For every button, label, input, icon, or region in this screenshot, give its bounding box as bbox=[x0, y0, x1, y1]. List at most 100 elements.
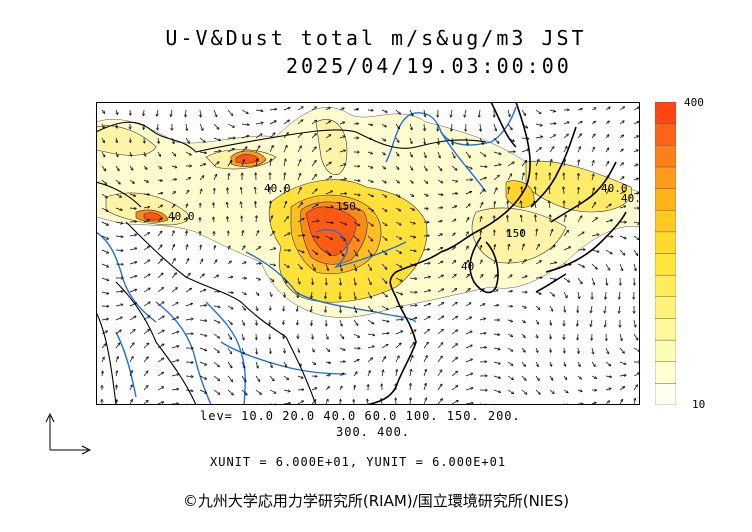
wind-arrow bbox=[633, 385, 637, 391]
wind-arrow bbox=[493, 151, 501, 154]
wind-arrow bbox=[297, 319, 298, 325]
wind-arrow bbox=[521, 347, 525, 352]
wind-arrow bbox=[171, 273, 176, 279]
borders bbox=[96, 121, 487, 405]
wind-arrow bbox=[353, 333, 359, 337]
wind-arrow bbox=[549, 201, 550, 209]
wind-arrow bbox=[312, 333, 313, 339]
wind-arrow bbox=[269, 264, 275, 265]
wind-arrow bbox=[367, 152, 372, 154]
wind-arrow bbox=[269, 232, 274, 237]
wind-arrow bbox=[507, 162, 514, 167]
map-title-line1: U-V&Dust total m/s&ug/m3 JST bbox=[165, 26, 587, 50]
wind-vectors bbox=[102, 107, 640, 405]
wind-arrow bbox=[199, 320, 207, 321]
wind-arrow bbox=[143, 401, 148, 405]
wind-arrow bbox=[451, 261, 456, 265]
wind-arrow bbox=[521, 216, 522, 223]
wind-arrow bbox=[227, 347, 231, 354]
wind-arrow bbox=[619, 235, 626, 239]
wind-arrow bbox=[186, 123, 187, 130]
wind-arrow bbox=[199, 137, 205, 142]
wind-arrow bbox=[129, 235, 136, 236]
wind-arrow bbox=[451, 165, 457, 170]
wind-arrow bbox=[185, 304, 192, 307]
wind-arrow bbox=[465, 165, 472, 169]
wind-arrow bbox=[115, 305, 123, 307]
wind-arrow bbox=[241, 333, 244, 340]
colorbar-segment bbox=[655, 361, 676, 384]
wind-arrow bbox=[116, 109, 118, 114]
wind-arrow bbox=[465, 373, 472, 377]
wind-arrow bbox=[256, 159, 257, 167]
wind-arrow bbox=[536, 347, 538, 352]
wind-arrow bbox=[101, 344, 106, 349]
wind-arrow bbox=[269, 248, 276, 251]
wind-arrow bbox=[101, 263, 108, 267]
wind-arrow bbox=[409, 137, 412, 143]
wind-arrow bbox=[563, 291, 567, 298]
wind-arrow bbox=[241, 109, 248, 113]
wind-arrow bbox=[577, 361, 580, 366]
wind-arrow bbox=[213, 109, 217, 117]
wind-arrow bbox=[507, 275, 512, 279]
wind-arrow bbox=[157, 259, 162, 265]
wind-arrow bbox=[283, 217, 288, 223]
wind-arrow bbox=[605, 148, 609, 153]
wind-arrow bbox=[564, 347, 565, 353]
wind-arrow bbox=[465, 289, 470, 293]
wind-arrow bbox=[242, 231, 243, 237]
wind-arrow bbox=[311, 221, 319, 222]
wind-arrow bbox=[633, 249, 638, 255]
wind-arrow bbox=[171, 346, 179, 349]
wind-arrow bbox=[101, 291, 109, 294]
wind-arrow bbox=[255, 361, 258, 368]
wind-arrow bbox=[521, 138, 529, 139]
wind-arrow bbox=[129, 330, 135, 335]
wind-arrow bbox=[325, 235, 332, 239]
wind-arrow bbox=[157, 302, 164, 307]
wind-arrow bbox=[493, 164, 501, 167]
wind-arrow bbox=[381, 221, 387, 226]
wind-arrow bbox=[339, 235, 345, 241]
wind-arrow bbox=[549, 305, 553, 311]
wind-arrow bbox=[200, 245, 201, 251]
wind-arrow bbox=[241, 262, 246, 265]
wind-arrow bbox=[199, 361, 206, 365]
wind-arrow bbox=[213, 137, 220, 140]
wind-arrow bbox=[143, 233, 149, 237]
colorbar-segment bbox=[655, 188, 676, 211]
wind-arrow bbox=[227, 361, 232, 368]
wind-arrow bbox=[479, 319, 485, 321]
wind-arrow bbox=[311, 161, 316, 167]
wind-arrow bbox=[297, 120, 303, 125]
wind-arrow bbox=[437, 234, 442, 237]
wind-arrow bbox=[116, 400, 117, 405]
wind-arrow bbox=[493, 389, 500, 392]
wind-arrow bbox=[129, 165, 133, 170]
wind-arrow bbox=[563, 389, 568, 393]
wind-arrow bbox=[549, 291, 554, 296]
contour-label: 40.0 bbox=[168, 210, 195, 223]
wind-arrow bbox=[493, 348, 500, 349]
wind-arrow bbox=[479, 190, 484, 195]
wind-arrow bbox=[409, 236, 415, 237]
wind-arrow bbox=[381, 249, 387, 255]
wind-arrow bbox=[325, 177, 332, 181]
wind-arrow bbox=[227, 149, 234, 153]
wind-arrow bbox=[101, 319, 108, 320]
wind-arrow bbox=[423, 398, 426, 405]
wind-arrow bbox=[297, 361, 301, 366]
wind-arrow bbox=[101, 331, 107, 335]
wind-arrow bbox=[340, 305, 341, 312]
wind-arrow bbox=[270, 291, 272, 296]
wind-arrow bbox=[367, 277, 371, 284]
wind-arrow bbox=[283, 120, 289, 125]
wind-arrow bbox=[227, 188, 228, 195]
wind-arrow bbox=[605, 319, 606, 327]
wind-arrow bbox=[465, 345, 472, 349]
wind-arrow bbox=[577, 201, 580, 209]
wind-arrow bbox=[353, 263, 356, 271]
wind-arrow bbox=[395, 235, 401, 239]
wind-arrow bbox=[409, 343, 414, 349]
